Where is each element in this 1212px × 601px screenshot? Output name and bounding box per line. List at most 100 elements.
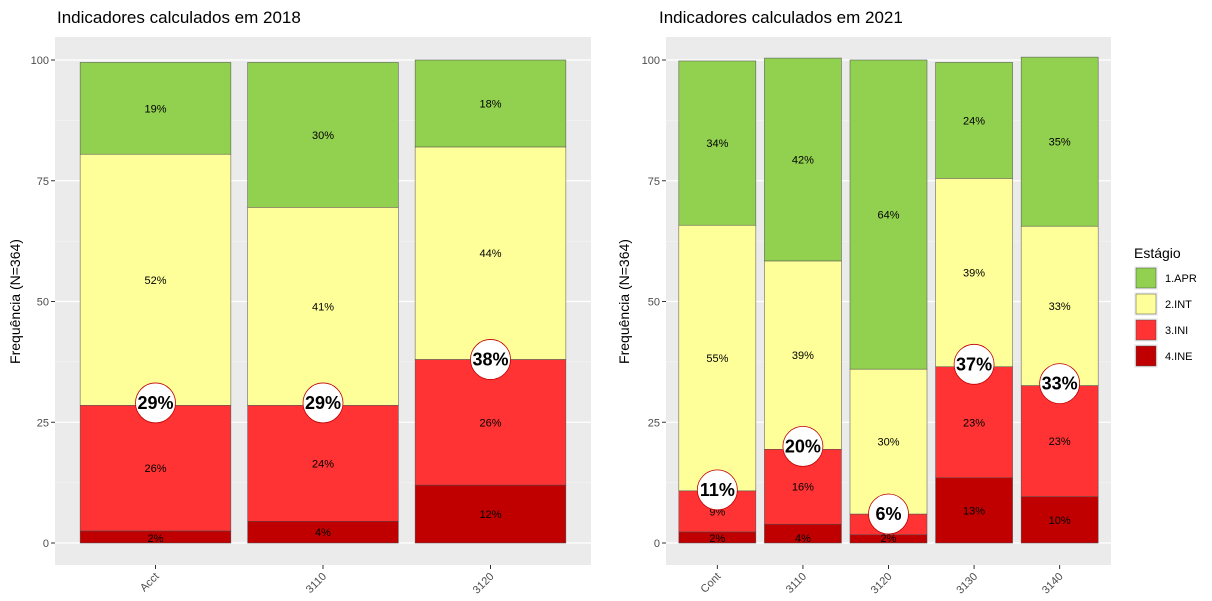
y-tick-label: 50 [37, 297, 49, 309]
y-tick-label: 25 [648, 417, 660, 429]
bar-segment-2.INT [414, 146, 567, 360]
bar-Cont: 2%9%55%34%11% [678, 60, 757, 545]
highlight-label: 29% [305, 393, 341, 413]
bar-segment-2.INT [849, 368, 928, 515]
y-tick-label: 100 [31, 55, 49, 67]
segment-label: 4% [795, 533, 811, 545]
segment-label: 10% [1049, 515, 1071, 527]
legend-label: 1.APR [1165, 273, 1197, 285]
highlight-bubble [1039, 363, 1081, 405]
highlight-bubble [696, 469, 738, 511]
y-tick-label: 75 [648, 176, 660, 188]
y-axis-label: Frequência (N=364) [616, 239, 632, 364]
legend-item-3.INI: 3.INI [1134, 318, 1188, 342]
bar-segment-1.APR [764, 57, 842, 262]
x-tick-label: 3110 [304, 571, 329, 596]
highlight-label: 20% [785, 436, 821, 456]
highlight-bubble [470, 339, 511, 380]
segment-label: 2% [881, 533, 897, 545]
y-tick-label: 0 [43, 538, 49, 550]
y-axis-label: Frequência (N=364) [7, 239, 23, 364]
bar-segment-1.APR [414, 59, 567, 148]
y-tick-label: 75 [37, 176, 49, 188]
segment-label: 4% [315, 527, 331, 539]
segment-label: 24% [963, 115, 985, 127]
bar-segment-2.INT [79, 153, 232, 406]
segment-label: 35% [1049, 137, 1071, 149]
segment-label: 2% [148, 533, 164, 545]
segment-label: 41% [312, 301, 334, 313]
segment-label: 18% [479, 98, 501, 110]
segment-label: 33% [1049, 301, 1071, 313]
x-tick-label: 3120 [471, 571, 497, 597]
legend-swatch [1135, 319, 1157, 341]
legend-item-2.INT: 2.INT [1134, 292, 1192, 316]
bar-segment-2.INT [1020, 225, 1099, 386]
y-tick-label: 0 [654, 538, 660, 550]
bar-segment-4.INE [414, 484, 567, 544]
legend-item-4.INE: 4.INE [1134, 344, 1193, 368]
bar-segment-4.INE [935, 477, 1013, 544]
bar-3120: 12% 26% 44% 18% 38% [414, 59, 567, 544]
chart-panel-2021: Indicadores calculados em 2021 0 25 50 75 100… [616, 8, 1111, 596]
segment-label: 19% [144, 103, 166, 115]
segment-label: 24% [312, 458, 334, 470]
bar-segment-1.APR [935, 62, 1013, 179]
bar-segment-3.INI [247, 405, 399, 522]
segment-label: 39% [963, 268, 985, 280]
chart-title: Indicadores calculados em 2021 [659, 8, 903, 27]
bar-3120: 2% 30% 64% 6% [849, 59, 928, 545]
bar-segment-2.INT [247, 207, 399, 406]
bar-segment-1.APR [79, 62, 232, 155]
legend-label: 3.INI [1165, 325, 1188, 337]
legend-label: 2.INT [1165, 299, 1192, 311]
highlight-bubble [953, 343, 995, 385]
segment-label: 30% [877, 437, 899, 449]
legend-swatch [1135, 293, 1157, 315]
segment-label: 42% [792, 154, 814, 166]
bar-segment-1.APR [849, 59, 928, 370]
bar-segment-1.APR [678, 60, 757, 226]
segment-label: 2% [709, 533, 725, 545]
x-tick-label: Cont [699, 571, 724, 596]
bar-segment-4.INE [1020, 496, 1099, 544]
segment-label: 55% [706, 353, 728, 365]
highlight-bubble [302, 382, 344, 424]
segment-label: 34% [706, 138, 728, 150]
y-tick-label: 100 [642, 55, 660, 67]
x-tick-label: 3120 [869, 571, 895, 597]
bar-Acct: 2% 26% 52% 19% 29% [79, 62, 232, 545]
bar-3110: 4% 24% 41% 30% 29% [247, 62, 399, 544]
bar-segment-3.INI [79, 405, 232, 532]
highlight-label: 6% [875, 504, 901, 524]
highlight-label: 11% [700, 480, 735, 500]
y-tick-label: 50 [648, 297, 660, 309]
segment-label: 44% [479, 248, 501, 260]
x-tick-label: 3110 [784, 571, 809, 596]
segment-label: 52% [144, 275, 166, 287]
highlight-bubble [135, 382, 176, 424]
bar-3110: 4% 16% 39% 42% 20% [764, 57, 842, 545]
segment-label: 12% [479, 509, 501, 521]
legend-swatch [1135, 267, 1157, 289]
highlight-label: 29% [137, 393, 173, 413]
legend-label: 4.INE [1165, 351, 1193, 363]
x-tick-label: 3130 [954, 571, 980, 597]
highlight-label: 38% [472, 349, 508, 369]
segment-label: 13% [963, 505, 985, 517]
segment-label: 64% [877, 210, 899, 222]
bar-segment-2.INT [935, 178, 1013, 367]
bar-segment-2.INT [764, 260, 842, 450]
segment-label: 26% [479, 417, 501, 429]
bar-segment-3.INI [414, 359, 567, 486]
legend-item-1.APR: 1.APR [1134, 266, 1197, 290]
legend-swatch [1135, 345, 1157, 367]
bar-segment-1.APR [247, 62, 399, 208]
bar-segment-2.INT [678, 224, 757, 492]
highlight-bubble [782, 425, 824, 467]
bar-segment-3.INI [935, 366, 1013, 479]
segment-label: 23% [1049, 436, 1071, 448]
bar-3140: 10% 23% 33% 35% 33% [1020, 56, 1099, 544]
segment-label: 16% [792, 482, 814, 494]
legend-title: Estágio [1134, 245, 1181, 261]
